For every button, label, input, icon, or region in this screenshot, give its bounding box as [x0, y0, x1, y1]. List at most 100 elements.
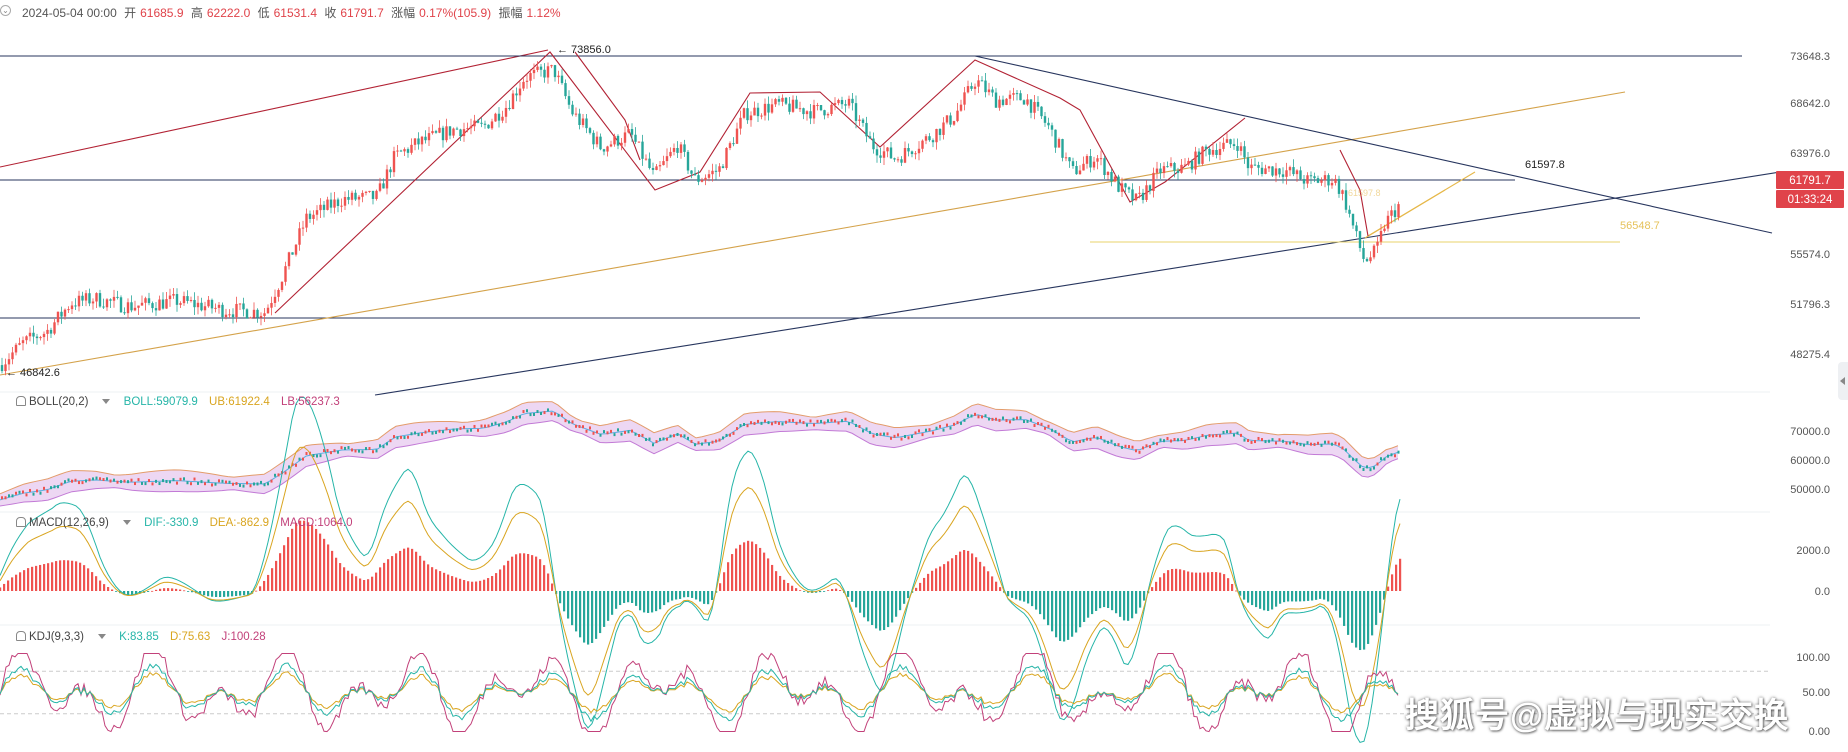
macd-histogram-bar — [767, 558, 770, 591]
kdj-header[interactable]: KDJ(9,3,3) K:83.85 D:75.63 J:100.28 — [16, 631, 266, 643]
boll-candle — [592, 431, 595, 435]
dropdown-icon[interactable] — [102, 398, 111, 404]
boll-candle — [669, 434, 672, 438]
macd-histogram-bar — [191, 591, 194, 593]
macd-histogram-bar — [395, 553, 398, 591]
macd-histogram-bar — [1071, 591, 1074, 637]
boll-candle — [1131, 445, 1134, 449]
boll-candle — [760, 421, 763, 425]
boll-candle — [697, 441, 700, 445]
macd-histogram-bar — [1223, 574, 1226, 591]
kdj-k-line — [0, 662, 1399, 723]
boll-candle — [1026, 419, 1029, 423]
candle-body — [448, 126, 452, 136]
macd-histogram-bar — [927, 573, 930, 591]
macd-histogram-bar — [263, 580, 266, 591]
boll-candle — [606, 431, 609, 435]
candle-body — [242, 303, 245, 310]
macd-histogram-bar — [723, 572, 726, 591]
macd-histogram-bar — [1067, 591, 1070, 640]
candle-body — [4, 364, 7, 372]
candle-body — [1295, 170, 1299, 175]
macd-dif-value: DIF:-330.9 — [144, 517, 199, 529]
boll-candle — [389, 439, 392, 443]
macd-histogram-bar — [259, 586, 262, 591]
trend-line-gold — [0, 91, 1626, 376]
boll-candle — [816, 419, 819, 423]
boll-candle — [312, 454, 315, 458]
macd-histogram-bar — [615, 591, 618, 609]
boll-candle — [823, 421, 826, 425]
macd-histogram-bar — [643, 591, 646, 613]
boll-axis-tick: 60000.0 — [1790, 455, 1830, 467]
boll-candle — [942, 428, 945, 432]
macd-histogram-bar — [55, 561, 58, 591]
boll-candle — [32, 492, 35, 496]
zigzag-wave-line — [274, 51, 1246, 314]
dropdown-icon[interactable] — [97, 633, 106, 639]
macd-histogram-bar — [267, 574, 270, 591]
candle-body — [879, 155, 882, 158]
macd-histogram-bar — [659, 591, 662, 610]
boll-candle — [368, 446, 371, 450]
candle-body — [504, 107, 508, 117]
macd-histogram-bar — [635, 591, 638, 606]
boll-candle — [218, 479, 220, 483]
candle-body — [441, 127, 445, 141]
candle-body — [1274, 168, 1278, 176]
boll-header[interactable]: BOLL(20,2) BOLL:59079.9 UB:61922.4 LB:56… — [16, 396, 340, 408]
candle-body — [67, 309, 70, 311]
boll-candle — [354, 449, 357, 453]
boll-candle — [1338, 442, 1340, 446]
macd-histogram-bar — [135, 591, 138, 595]
candle-body — [1148, 185, 1152, 192]
boll-candle — [1313, 442, 1316, 446]
boll-candle — [564, 419, 567, 423]
boll-candle — [470, 428, 472, 432]
macd-histogram-bar — [999, 587, 1002, 591]
macd-histogram-bar — [1323, 591, 1326, 600]
candle-body — [1204, 146, 1208, 149]
candle-body — [721, 166, 725, 169]
macd-histogram-bar — [1159, 577, 1162, 591]
boll-candle — [1121, 445, 1123, 449]
macd-histogram-bar — [107, 587, 110, 591]
boll-candle — [1110, 439, 1113, 443]
dropdown-icon[interactable] — [122, 519, 131, 525]
boll-candle — [718, 438, 721, 442]
macd-header[interactable]: MACD(12,26,9) DIF:-330.9 DEA:-862.9 MACD… — [16, 517, 353, 529]
boll-candle — [92, 477, 94, 481]
boll-candle — [284, 471, 287, 475]
candle-body — [431, 131, 434, 134]
macd-histogram-bar — [691, 591, 694, 598]
candle-body — [903, 147, 907, 163]
candle-body — [1278, 168, 1281, 175]
macd-histogram-bar — [755, 544, 758, 591]
candle-body — [686, 151, 690, 171]
candle-body — [623, 132, 627, 143]
macd-histogram-bar — [975, 557, 978, 591]
boll-candle — [1012, 417, 1015, 421]
candle-body — [581, 118, 585, 125]
candle-body — [343, 196, 347, 206]
macd-histogram-bar — [1131, 591, 1134, 619]
candle-body — [1134, 193, 1138, 201]
bell-icon[interactable] — [16, 631, 26, 641]
candle-body — [998, 99, 1001, 108]
boll-candle — [1054, 430, 1057, 434]
macd-histogram-bar — [39, 564, 42, 591]
macd-dea-line — [0, 446, 1401, 707]
macd-histogram-bar — [127, 591, 130, 595]
boll-candle — [428, 429, 430, 433]
zigzag-wave-line — [1339, 149, 1369, 237]
boll-candle — [43, 486, 45, 490]
candle-body — [1337, 178, 1341, 194]
bell-icon[interactable] — [16, 396, 26, 406]
bell-icon[interactable] — [16, 517, 26, 527]
collapse-icon[interactable]: ⌄ — [0, 5, 11, 16]
ohlc-header: 2024-05-04 00:00 开 61685.9 高 62222.0 低 6153… — [22, 4, 565, 21]
macd-histogram-bar — [1115, 591, 1118, 614]
boll-candle — [1250, 440, 1253, 444]
side-collapse-handle[interactable] — [1838, 362, 1848, 400]
